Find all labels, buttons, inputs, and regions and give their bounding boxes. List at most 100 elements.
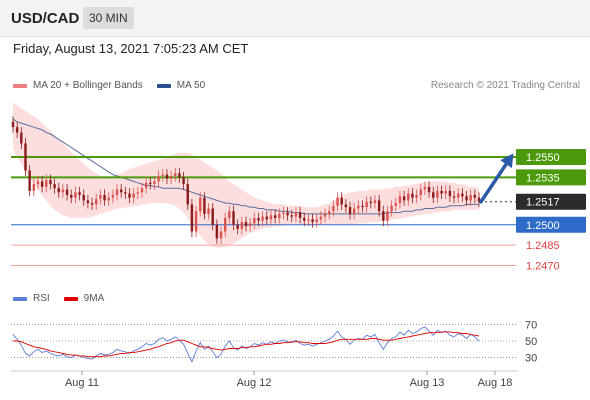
- candle: [165, 174, 169, 179]
- candle: [86, 200, 90, 204]
- candle: [207, 208, 210, 214]
- candle: [186, 184, 189, 205]
- candle: [78, 192, 81, 195]
- candle: [11, 121, 15, 128]
- candle: [328, 211, 331, 214]
- candle: [452, 196, 456, 198]
- candle: [236, 224, 239, 229]
- legend-item-rsi: RSI: [13, 293, 50, 304]
- candle: [294, 212, 298, 217]
- candle: [223, 218, 227, 232]
- legend-item-9ma: 9MA: [63, 293, 105, 304]
- timeframe-badge[interactable]: 30 MIN: [83, 7, 134, 29]
- level-label-1.2517: 1.2517: [526, 197, 560, 209]
- forecast-arrow-shaft: [479, 156, 512, 204]
- candle: [199, 197, 202, 212]
- level-label-1.2485: 1.2485: [526, 240, 560, 252]
- main-legend: MA 20 + Bollinger Bands MA 50: [13, 80, 219, 91]
- candle: [228, 211, 231, 218]
- candle: [124, 192, 127, 194]
- rsi-level-label-70: 70: [525, 319, 537, 331]
- candle: [40, 181, 44, 187]
- candle: [174, 173, 177, 176]
- level-box-1.2550: [516, 149, 586, 165]
- candle: [15, 127, 19, 133]
- candle: [253, 218, 256, 224]
- x-tick-label-2: Aug 13: [410, 377, 445, 389]
- candle: [390, 205, 393, 212]
- legend-label-rsi: RSI: [33, 293, 50, 304]
- candle: [398, 196, 402, 204]
- candle: [90, 203, 94, 205]
- rsi-panel: 70 50 30: [11, 319, 537, 365]
- candle: [119, 189, 123, 193]
- candle: [248, 223, 252, 227]
- candle: [32, 184, 36, 191]
- level-label-1.2535: 1.2535: [526, 172, 560, 184]
- candle: [365, 201, 368, 208]
- candle: [28, 170, 31, 191]
- candle: [36, 181, 40, 185]
- candles-layer: [11, 116, 481, 244]
- candle: [415, 194, 418, 198]
- legend-item-ma20-bollinger: MA 20 + Bollinger Bands: [13, 80, 143, 91]
- candle: [311, 219, 314, 223]
- candle: [140, 188, 144, 193]
- candle: [386, 211, 389, 221]
- candle: [419, 189, 422, 195]
- candle: [323, 213, 327, 217]
- candle: [432, 192, 435, 198]
- candle: [53, 184, 56, 189]
- x-tick-label-1: Aug 12: [237, 377, 272, 389]
- candle: [261, 216, 264, 221]
- candle: [244, 222, 248, 227]
- x-tick-label-3: Aug 18: [478, 377, 513, 389]
- legend-label-ma20: MA 20 + Bollinger Bands: [33, 80, 143, 91]
- candle: [65, 189, 69, 195]
- candle: [169, 175, 173, 179]
- rsi-9ma-line: [13, 331, 480, 358]
- candle: [82, 194, 85, 201]
- candle: [219, 231, 223, 239]
- candle: [411, 193, 414, 198]
- candle: [144, 182, 148, 189]
- candle: [448, 190, 452, 197]
- candle: [265, 216, 269, 220]
- candle: [307, 219, 310, 221]
- candle: [74, 192, 77, 198]
- candle: [290, 215, 293, 217]
- rsi-line: [12, 326, 480, 363]
- legend-swatch-9ma: [63, 296, 78, 301]
- legend-label-9ma: 9MA: [83, 293, 105, 304]
- level-label-1.2470: 1.2470: [526, 260, 560, 272]
- candle: [99, 194, 102, 200]
- level-label-1.2500: 1.2500: [526, 220, 560, 232]
- candle: [461, 193, 464, 197]
- ma50-line: [12, 118, 479, 215]
- candle: [382, 211, 385, 221]
- candle: [377, 200, 381, 212]
- candle: [190, 204, 194, 232]
- rsi-level-label-30: 30: [525, 353, 537, 365]
- candle: [240, 222, 244, 229]
- candle: [344, 204, 348, 208]
- rsi-legend: RSI 9MA: [13, 293, 118, 304]
- candle: [477, 197, 481, 202]
- candle: [103, 194, 106, 201]
- candle: [473, 194, 477, 198]
- candle: [232, 211, 235, 225]
- candle: [215, 224, 219, 239]
- forecast-arrow-head: [500, 153, 514, 169]
- candle: [70, 194, 73, 198]
- candle: [332, 205, 335, 212]
- candle: [436, 190, 439, 198]
- credit-label: Research © 2021 Trading Central: [430, 80, 580, 91]
- candle: [315, 219, 318, 223]
- candle: [303, 218, 306, 221]
- datetime-label: Friday, August 13, 2021 7:05:23 AM CET: [13, 41, 249, 56]
- candle: [178, 173, 181, 178]
- candle: [423, 186, 427, 190]
- candle: [273, 215, 277, 218]
- candle: [361, 205, 364, 208]
